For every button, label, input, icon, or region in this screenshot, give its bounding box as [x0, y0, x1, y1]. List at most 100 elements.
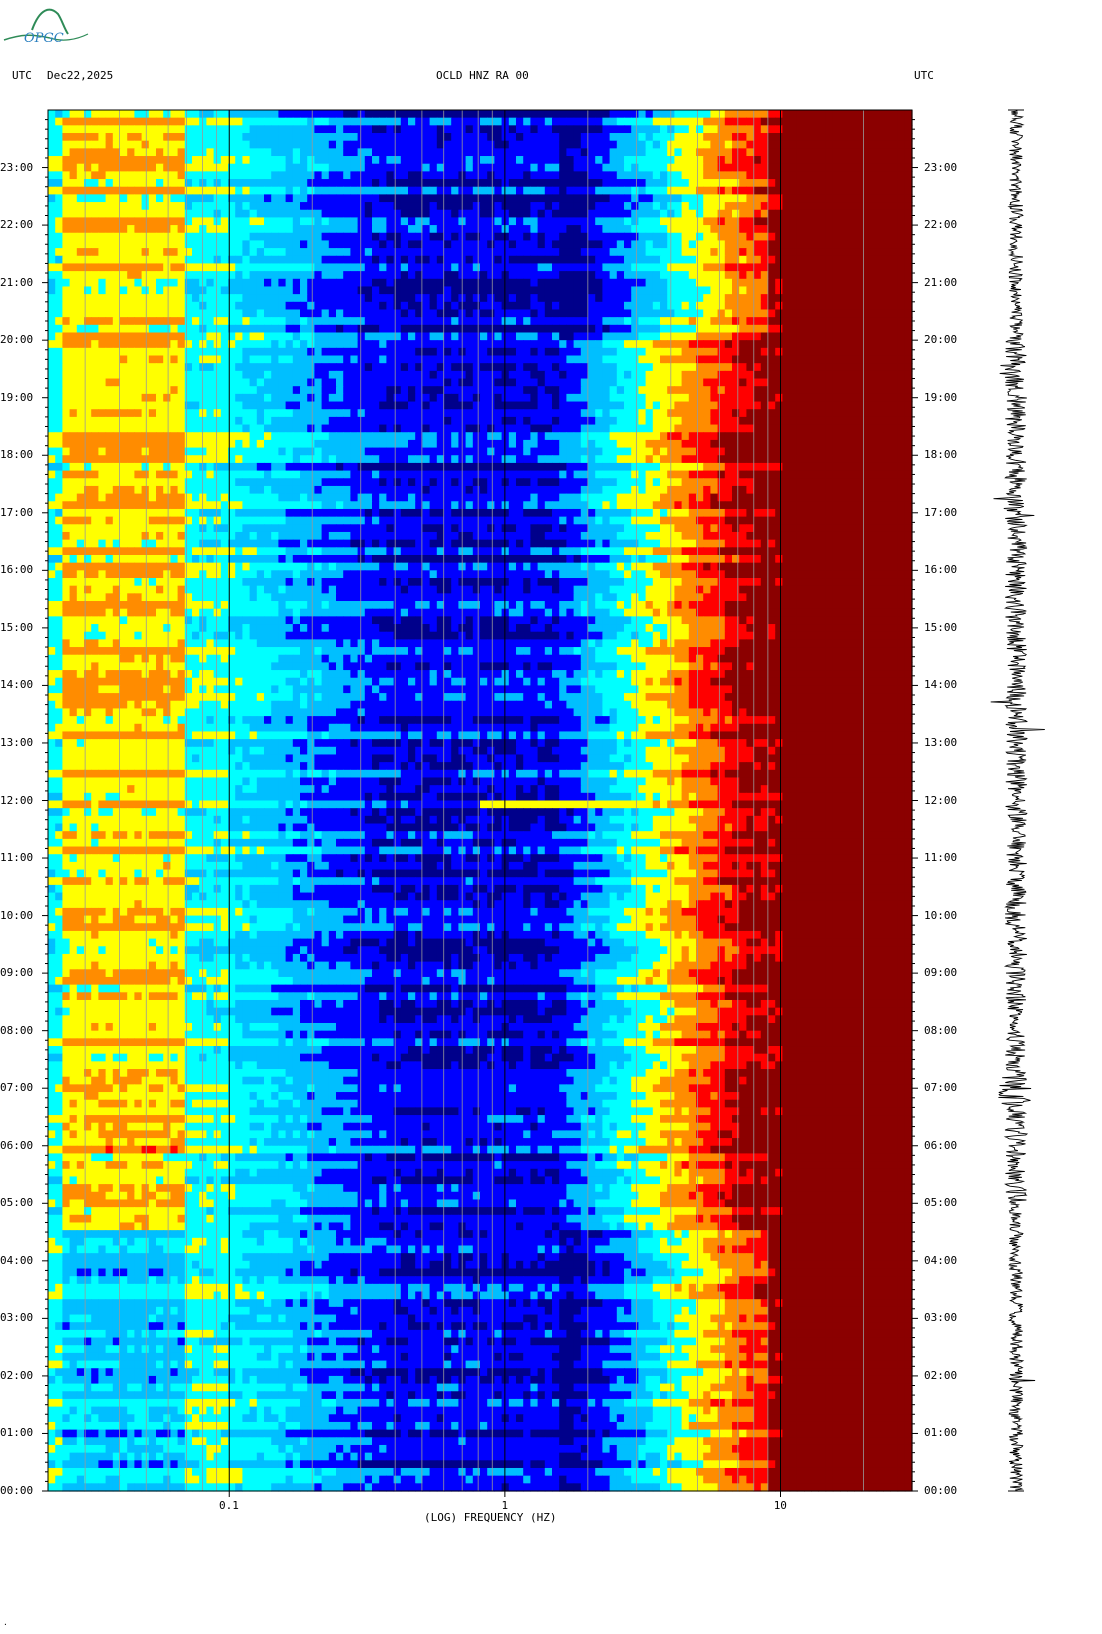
heatmap-cell [796, 117, 805, 126]
heatmap-cell [48, 424, 56, 433]
heatmap-cell [278, 424, 287, 433]
heatmap-cell [177, 393, 186, 403]
heatmap-cell [588, 294, 596, 303]
heatmap-cell [328, 240, 337, 249]
heatmap-cell [904, 317, 913, 326]
heatmap-cell [732, 332, 740, 341]
heatmap-cell [372, 332, 380, 341]
heatmap-cell [804, 232, 812, 242]
heatmap-cell [314, 232, 323, 242]
heatmap-cell [854, 301, 863, 311]
heatmap-cell [148, 117, 157, 126]
heatmap-cell [393, 263, 402, 272]
heatmap-cell [213, 393, 222, 403]
heatmap-cell [206, 225, 215, 234]
heatmap-cell [674, 179, 683, 188]
heatmap-cell [566, 156, 575, 165]
heatmap-cell [710, 278, 719, 288]
heatmap-cell [746, 286, 755, 295]
heatmap-cell [55, 332, 63, 341]
heatmap-cell [408, 133, 416, 142]
heatmap-cell [213, 271, 222, 280]
heatmap-cell [372, 133, 380, 142]
heatmap-cell [235, 363, 243, 372]
heatmap-cell [703, 286, 711, 295]
heatmap-cell [696, 125, 704, 134]
heatmap-cell [235, 171, 243, 180]
heatmap-cell [372, 248, 380, 257]
heatmap-cell [112, 163, 121, 172]
heatmap-cell [631, 263, 639, 272]
heatmap-cell [213, 309, 222, 318]
heatmap-cell [379, 416, 387, 426]
heatmap-cell [732, 294, 740, 303]
heatmap-cell [307, 255, 315, 265]
heatmap-cell [523, 409, 531, 418]
heatmap-cell [652, 240, 661, 249]
heatmap-cell [451, 278, 459, 288]
heatmap-cell [566, 110, 575, 119]
heatmap-cell [487, 125, 495, 134]
heatmap-cell [487, 110, 495, 119]
heatmap-cell [508, 340, 517, 349]
heatmap-cell [616, 232, 625, 242]
heatmap-cell [271, 301, 279, 311]
heatmap-cell [652, 278, 661, 288]
heatmap-cell [156, 378, 164, 387]
heatmap-cell [357, 255, 366, 265]
heatmap-cell [300, 217, 308, 226]
heatmap-cell [220, 271, 229, 280]
heatmap-cell [472, 301, 481, 311]
heatmap-cell [357, 240, 366, 249]
heatmap-cell [177, 225, 186, 234]
heatmap-cell [451, 156, 459, 165]
heatmap-cell [120, 148, 128, 157]
heatmap-cell [141, 186, 150, 195]
heatmap-cell [242, 163, 251, 172]
heatmap-cell [84, 324, 92, 334]
heatmap-cell [559, 125, 567, 134]
heatmap-cell [537, 286, 546, 295]
heatmap-cell [876, 271, 884, 280]
heatmap-cell [307, 386, 315, 395]
heatmap-cell [98, 209, 107, 219]
heatmap-cell [256, 416, 265, 426]
heatmap-cell [811, 179, 819, 188]
heatmap-cell [105, 125, 114, 134]
heatmap-cell [235, 378, 243, 387]
heatmap-cell [177, 278, 186, 288]
heatmap-cell [415, 209, 423, 219]
heatmap-cell [782, 209, 791, 219]
heatmap-cell [228, 355, 236, 364]
heatmap-cell [638, 393, 647, 403]
heatmap-cell [76, 186, 85, 195]
heatmap-cell [192, 163, 200, 172]
heatmap-cell [818, 202, 827, 211]
heatmap-cell [105, 209, 114, 219]
heatmap-cell [768, 340, 776, 349]
heatmap-cell [472, 278, 481, 288]
heatmap-cell [573, 110, 582, 119]
heatmap-cell [444, 179, 452, 188]
heatmap-cell [429, 301, 438, 311]
heatmap-cell [804, 202, 812, 211]
heatmap-cell [436, 110, 445, 119]
heatmap-cell [724, 179, 733, 188]
heatmap-cell [645, 393, 654, 403]
heatmap-cell [48, 309, 56, 318]
heatmap-cell [256, 332, 265, 341]
heatmap-cell [602, 286, 611, 295]
heatmap-cell [595, 363, 603, 372]
heatmap-cell [444, 217, 452, 226]
heatmap-cell [861, 386, 870, 395]
heatmap-cell [760, 286, 769, 295]
heatmap-cell [710, 163, 719, 172]
heatmap-cell [235, 156, 243, 165]
heatmap-cell [422, 378, 431, 387]
heatmap-cell [732, 186, 740, 195]
heatmap-cell [681, 393, 690, 403]
heatmap-cell [537, 332, 546, 341]
heatmap-cell [588, 301, 596, 311]
heatmap-cell [753, 317, 762, 326]
heatmap-cell [804, 171, 812, 180]
